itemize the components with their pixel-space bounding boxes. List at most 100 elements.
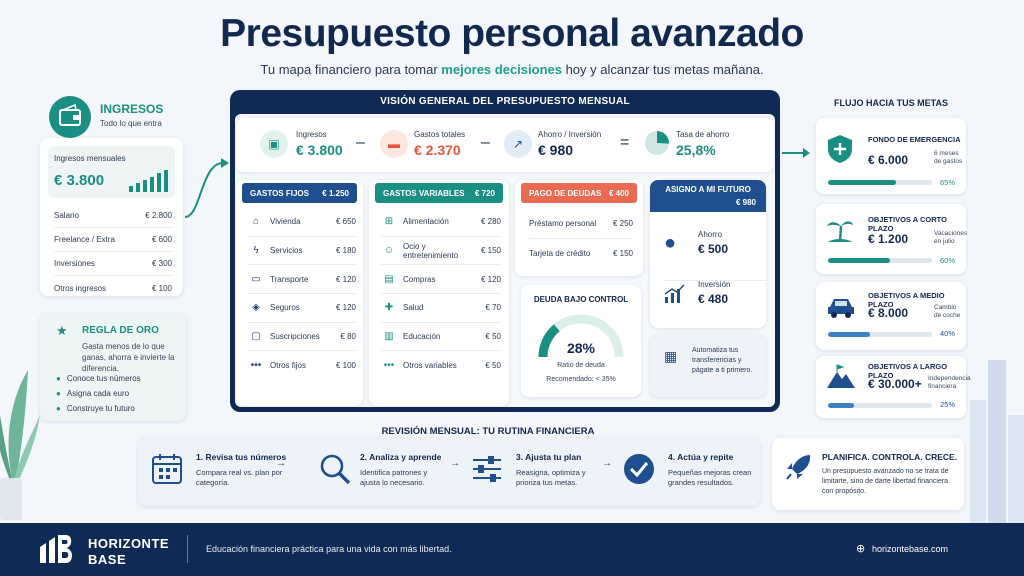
revision-card: 1. Revisa tus números Compara real vs. p… — [138, 438, 760, 506]
plant-icon — [0, 370, 40, 520]
expense-row: ☺ Ocio y entretenimiento € 150 — [381, 237, 501, 266]
goal-note: Independencia financiera — [928, 375, 971, 390]
minus-operator: – — [481, 134, 490, 151]
pie-chart-icon — [645, 131, 669, 155]
ahorro-label: Ahorro — [698, 230, 723, 239]
ingresos-title: INGRESOS — [100, 102, 164, 116]
deudas-header: PAGO DE DEUDAS € 400 — [521, 183, 637, 203]
money-icon: ▣ — [260, 130, 288, 158]
health-icon: ✚ — [384, 302, 394, 314]
page-subtitle: Tu mapa financiero para tomar mejores de… — [260, 62, 764, 77]
expense-row: ▥ Educación € 50 — [381, 323, 501, 352]
page-title: Presupuesto personal avanzado — [220, 12, 804, 55]
shield-icon: ◈ — [252, 302, 260, 314]
check-item: ● Asigna cada euro — [56, 389, 130, 398]
more-icon: ••• — [383, 360, 395, 372]
minus-operator: – — [356, 134, 365, 151]
globe-icon: ⊕ — [856, 543, 866, 555]
income-row: Otros ingresos € 100 — [54, 283, 172, 293]
summary-value: € 3.800 — [296, 142, 343, 158]
lightning-icon: ϟ — [253, 245, 259, 257]
car-icon: ▭ — [251, 273, 261, 285]
arrow-icon: → — [276, 458, 286, 469]
cart-icon: ⊞ — [384, 216, 394, 228]
regla-card: ★ REGLA DE ORO Gasta menos de lo que gan… — [40, 313, 186, 421]
home-icon: ⌂ — [252, 216, 260, 228]
debt-ratio-value: 28% — [566, 340, 596, 356]
footer-tagline: Educación financiera práctica para una v… — [206, 544, 452, 554]
summary-value: 25,8% — [676, 142, 716, 158]
monthly-income-box: Ingresos mensuales € 3.800 — [48, 146, 175, 198]
deudas-card: PAGO DE DEUDAS € 400 Préstamo personal € 2… — [515, 180, 643, 276]
summary-value: € 2.370 — [414, 142, 461, 158]
rocket-icon — [786, 455, 811, 480]
bag-icon: ▤ — [384, 273, 394, 285]
goal-note: 6 meses de gastos — [934, 150, 963, 165]
goal-note: Vacaciones en julio — [934, 230, 968, 245]
card-icon: ▬ — [380, 130, 408, 158]
sliders-icon — [473, 456, 501, 482]
summary-label: Gastos totales — [414, 130, 466, 139]
mountain-flag-icon — [827, 364, 855, 388]
summary-label: Tasa de ahorro — [676, 130, 730, 139]
revision-step: 3. Ajusta tu plan Reasigna, optimiza y p… — [470, 452, 604, 488]
car-icon — [828, 299, 854, 318]
deuda-control-card: DEUDA BAJO CONTROL 28% Ratio de deuda Re… — [521, 285, 641, 397]
goal-card: OBJETIVOS A CORTO PLAZO € 1.200 Vacacion… — [816, 204, 968, 274]
expense-row: ⊞ Alimentación € 280 — [381, 208, 501, 237]
summary-label: Ingresos — [296, 130, 327, 139]
inversion-label: Inversión — [698, 280, 731, 289]
check-circle-icon — [624, 454, 654, 484]
calendar-icon — [152, 454, 182, 484]
check-icon: ● — [56, 374, 61, 383]
ahorro-value: € 500 — [698, 242, 729, 256]
goal-card: OBJETIVOS A MEDIO PLAZO € 8.000 Cambio d… — [816, 282, 966, 350]
equals-operator: = — [620, 134, 630, 151]
summary-card: ▣ Ingresos € 3.800 – ▬ Gastos totales € … — [236, 118, 774, 172]
flow-arrow-icon — [184, 158, 229, 218]
summary-value: € 980 — [538, 142, 574, 158]
footer-website[interactable]: horizontebase.com — [872, 544, 949, 554]
inversion-value: € 480 — [698, 292, 729, 306]
goal-value: € 30.000+ — [868, 377, 922, 391]
monthly-income-label: Ingresos mensuales — [54, 154, 126, 163]
shield-plus-icon — [828, 135, 852, 163]
gastos-variables-card: GASTOS VARIABLES € 720 ⊞ Alimentación € 280… — [369, 180, 509, 406]
goal-title: OBJETIVOS A LARGO PLAZO — [868, 362, 948, 380]
investment-chart-icon — [664, 284, 685, 303]
expense-row: ••• Otros fijos € 100 — [248, 351, 356, 380]
goal-percent: 65% — [940, 178, 956, 187]
arrow-right-icon — [782, 148, 810, 158]
debt-recommended: Recomendado: < 35% — [546, 376, 616, 383]
planifica-title: PLANIFICA. CONTROLA. CRECE. — [822, 452, 958, 462]
debt-gauge — [538, 314, 624, 358]
calendar-icon: ▦ — [664, 348, 678, 364]
ingresos-subtitle: Todo lo que entra — [100, 119, 162, 128]
goal-card: OBJETIVOS A LARGO PLAZO € 30.000+ Indepe… — [816, 356, 971, 418]
deuda-control-title: DEUDA BAJO CONTROL — [533, 295, 629, 304]
gastos-fijos-card: GASTOS FIJOS € 1.250 ⌂ Vivienda € 650 ϟ Serv… — [236, 180, 363, 406]
expense-row: ••• Otros variables € 50 — [381, 351, 501, 380]
regla-text: Gasta menos de lo que ganas, ahorra e in… — [82, 342, 175, 373]
futuro-card: ASIGNO A MI FUTURO € 980 ● Ahorro € 500 … — [650, 180, 766, 328]
planifica-card: PLANIFICA. CONTROLA. CRECE. Un presupues… — [772, 438, 964, 510]
wallet-icon — [49, 96, 91, 138]
income-row: Inversiones € 300 — [54, 252, 172, 276]
more-icon: ••• — [250, 360, 262, 372]
expense-row: ✚ Salud € 70 — [381, 294, 501, 323]
goal-title: FONDO DE EMERGENCIA — [868, 135, 961, 144]
debt-row: Tarjeta de crédito € 150 — [529, 248, 633, 258]
check-icon: ● — [56, 404, 61, 413]
brand-name-1: HORIZONTE — [88, 536, 170, 551]
revision-step: 1. Revisa tus números Compara real vs. p… — [150, 452, 296, 488]
automatiza-card: ▦ Automatiza tus transferencias y págate… — [650, 334, 766, 397]
goal-percent: 25% — [940, 400, 956, 409]
expense-row: ▢ Suscripciones € 80 — [248, 323, 356, 352]
planifica-text: Un presupuesto avanzado no se trata de l… — [822, 468, 949, 495]
city-skyline-icon — [970, 360, 1024, 523]
goal-title: OBJETIVOS A MEDIO PLAZO — [868, 291, 945, 309]
goal-note: Cambio de coche — [934, 304, 961, 319]
expense-row: ϟ Servicios € 180 — [248, 237, 356, 266]
metas-title: FLUJO HACIA TUS METAS — [834, 98, 948, 108]
income-row: Freelance / Extra € 600 — [54, 228, 172, 252]
